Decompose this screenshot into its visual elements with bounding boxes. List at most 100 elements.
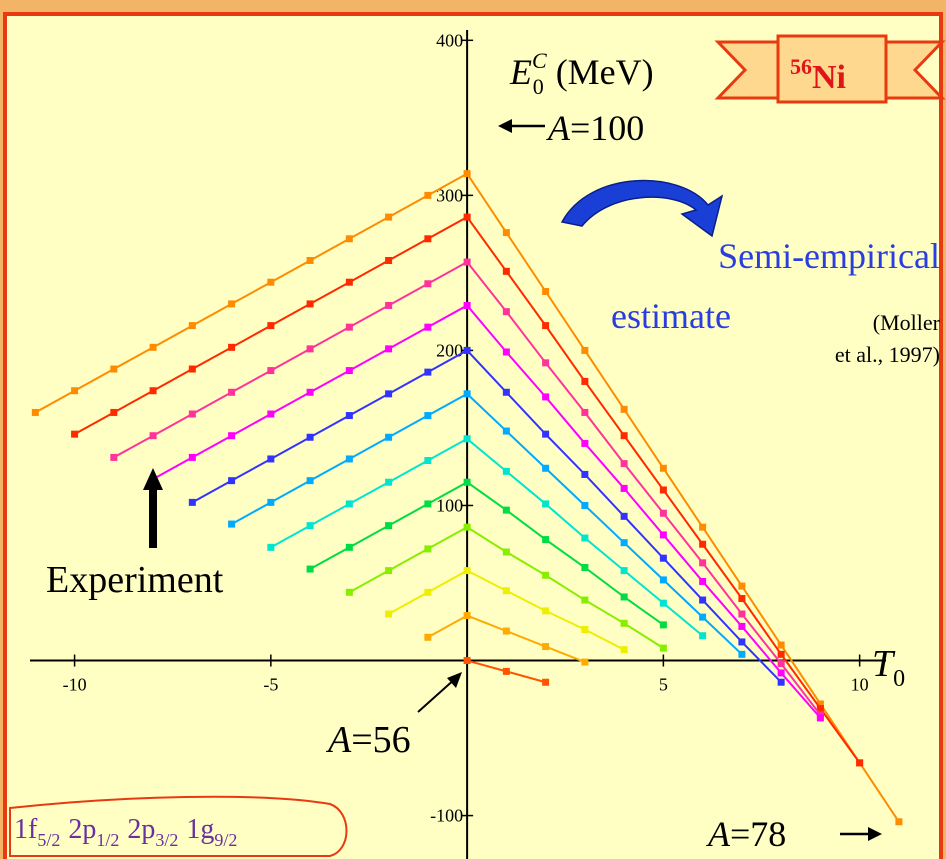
a56-arrow [417,677,457,713]
estimate-label-2: estimate [611,296,731,336]
data-point [228,343,236,351]
data-point [188,322,196,330]
data-point [463,478,471,486]
data-point [777,669,785,677]
data-point [542,607,550,615]
data-point [110,408,118,416]
data-point [738,582,746,590]
data-point [620,432,628,440]
a56-arrow-head [447,672,462,688]
data-point [385,256,393,264]
data-point [738,610,746,618]
data-point [228,432,236,440]
data-point [620,567,628,575]
data-point [463,170,471,178]
a100-label: A=100 [546,108,644,148]
x-axis-label: T0 [872,643,905,692]
data-point [502,308,510,316]
data-point [463,612,471,620]
data-point [463,523,471,531]
data-point [267,498,275,506]
x-tick-label: 10 [851,675,869,695]
data-point [581,501,589,509]
data-point [542,359,550,367]
x-label-sub: 0 [893,666,905,692]
data-point [463,657,471,665]
data-point [542,464,550,472]
data-point [895,818,903,826]
orbital-sub: 5/2 [37,830,60,850]
data-point [738,595,746,603]
data-point [502,427,510,435]
experiment-arrow-head [143,468,163,490]
a56-symbol: A [325,719,352,761]
data-point [502,627,510,635]
data-point [659,599,667,607]
data-point [581,534,589,542]
data-point [149,432,157,440]
orbital-base: 2p [68,814,96,845]
data-point [306,345,314,353]
data-point [738,638,746,646]
data-point [463,346,471,354]
data-point [188,498,196,506]
x-tick-label: -10 [63,675,87,695]
data-point [463,567,471,575]
data-point [581,346,589,354]
a78-symbol: A [706,814,731,854]
data-point [424,191,432,199]
data-point [542,643,550,651]
data-point [306,300,314,308]
data-point [463,301,471,309]
data-point [228,520,236,528]
data-point [306,477,314,485]
data-point [620,619,628,627]
data-point [581,658,589,666]
y-label-symbol: E [509,52,532,92]
data-point [502,667,510,675]
data-point [777,650,785,658]
data-point [581,377,589,385]
data-point [424,588,432,596]
data-point [385,610,393,618]
data-point [424,235,432,243]
data-point [424,500,432,508]
data-point [738,622,746,630]
data-point [267,543,275,551]
y-label-sup: C [532,48,547,73]
data-point [385,213,393,221]
data-point [816,700,824,708]
data-point [542,536,550,544]
data-point [620,646,628,654]
data-point [424,633,432,641]
reference-2: et al., 1997) [835,342,940,367]
data-point [659,576,667,584]
data-point [659,554,667,562]
data-point [267,410,275,418]
data-point [738,650,746,658]
badge-sup: 56 [790,54,812,79]
data-point [385,301,393,309]
data-point [581,626,589,634]
data-point [267,455,275,463]
data-point [777,641,785,649]
data-point [620,460,628,468]
data-point [502,388,510,396]
data-point [620,539,628,547]
data-point [699,540,707,548]
data-point [385,522,393,530]
data-point [699,596,707,604]
data-point [699,523,707,531]
data-point [542,288,550,296]
data-point [542,571,550,579]
series-line [191,349,782,683]
data-point [345,543,353,551]
data-point [581,563,589,571]
orbital-sub: 9/2 [214,830,237,850]
orbital-base: 1g [186,814,214,845]
data-point [385,478,393,486]
x-tick-label: -5 [263,675,278,695]
data-point [424,412,432,420]
y-tick-label: 100 [436,495,463,515]
